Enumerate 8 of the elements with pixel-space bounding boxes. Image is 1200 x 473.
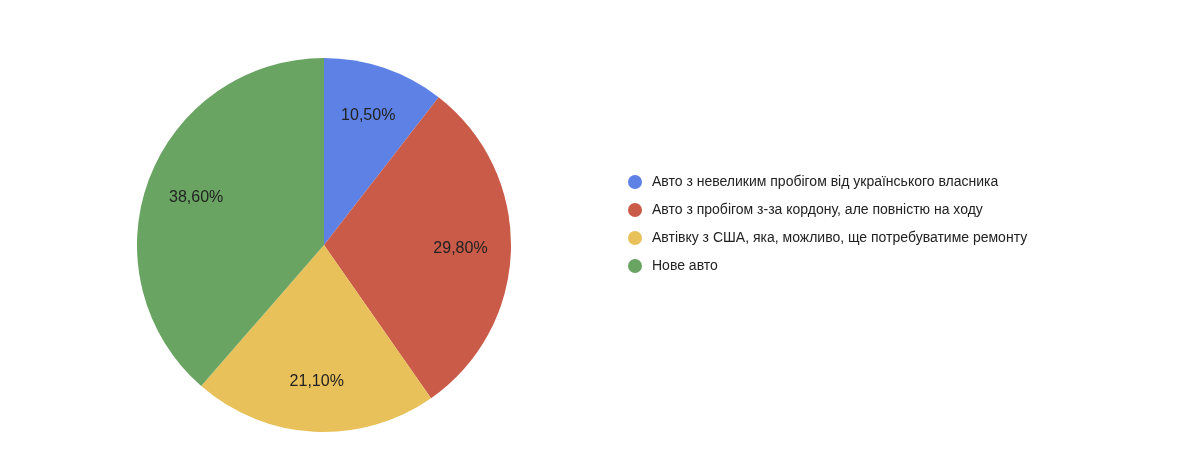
legend-label: Авто з пробігом з-за кордону, але повністю на ходу <box>652 200 983 219</box>
legend-label: Нове авто <box>652 256 718 275</box>
data-label: 29,80% <box>433 238 488 256</box>
data-label: 10,50% <box>341 106 396 124</box>
legend-label: Автівку з США, яка, можливо, ще потребуватиме ремонту <box>652 228 1028 247</box>
data-label: 21,10% <box>289 371 344 389</box>
legend-label: Авто з невеликим пробігом від українського власника <box>652 172 999 191</box>
data-label: 38,60% <box>169 187 224 205</box>
